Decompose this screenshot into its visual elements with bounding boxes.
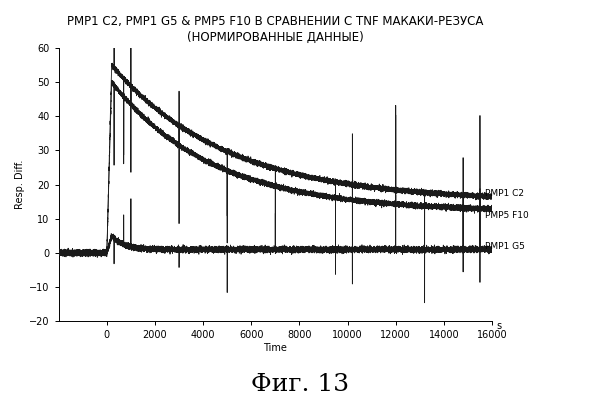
- Text: s: s: [497, 321, 502, 331]
- X-axis label: Time: Time: [263, 343, 287, 353]
- Y-axis label: Resp. Diff.: Resp. Diff.: [15, 160, 25, 209]
- Text: PMP1 C2: PMP1 C2: [485, 189, 524, 198]
- Text: PMP5 F10: PMP5 F10: [485, 211, 529, 220]
- Title: PMP1 C2, PMP1 G5 & PMP5 F10 В СРАВНЕНИИ С TNF МАКАКИ-РЕЗУСА
(НОРМИРОВАННЫЕ ДАННЫ: PMP1 C2, PMP1 G5 & PMP5 F10 В СРАВНЕНИИ …: [67, 15, 484, 44]
- Text: PMP1 G5: PMP1 G5: [485, 242, 524, 250]
- Text: Фиг. 13: Фиг. 13: [251, 373, 349, 396]
